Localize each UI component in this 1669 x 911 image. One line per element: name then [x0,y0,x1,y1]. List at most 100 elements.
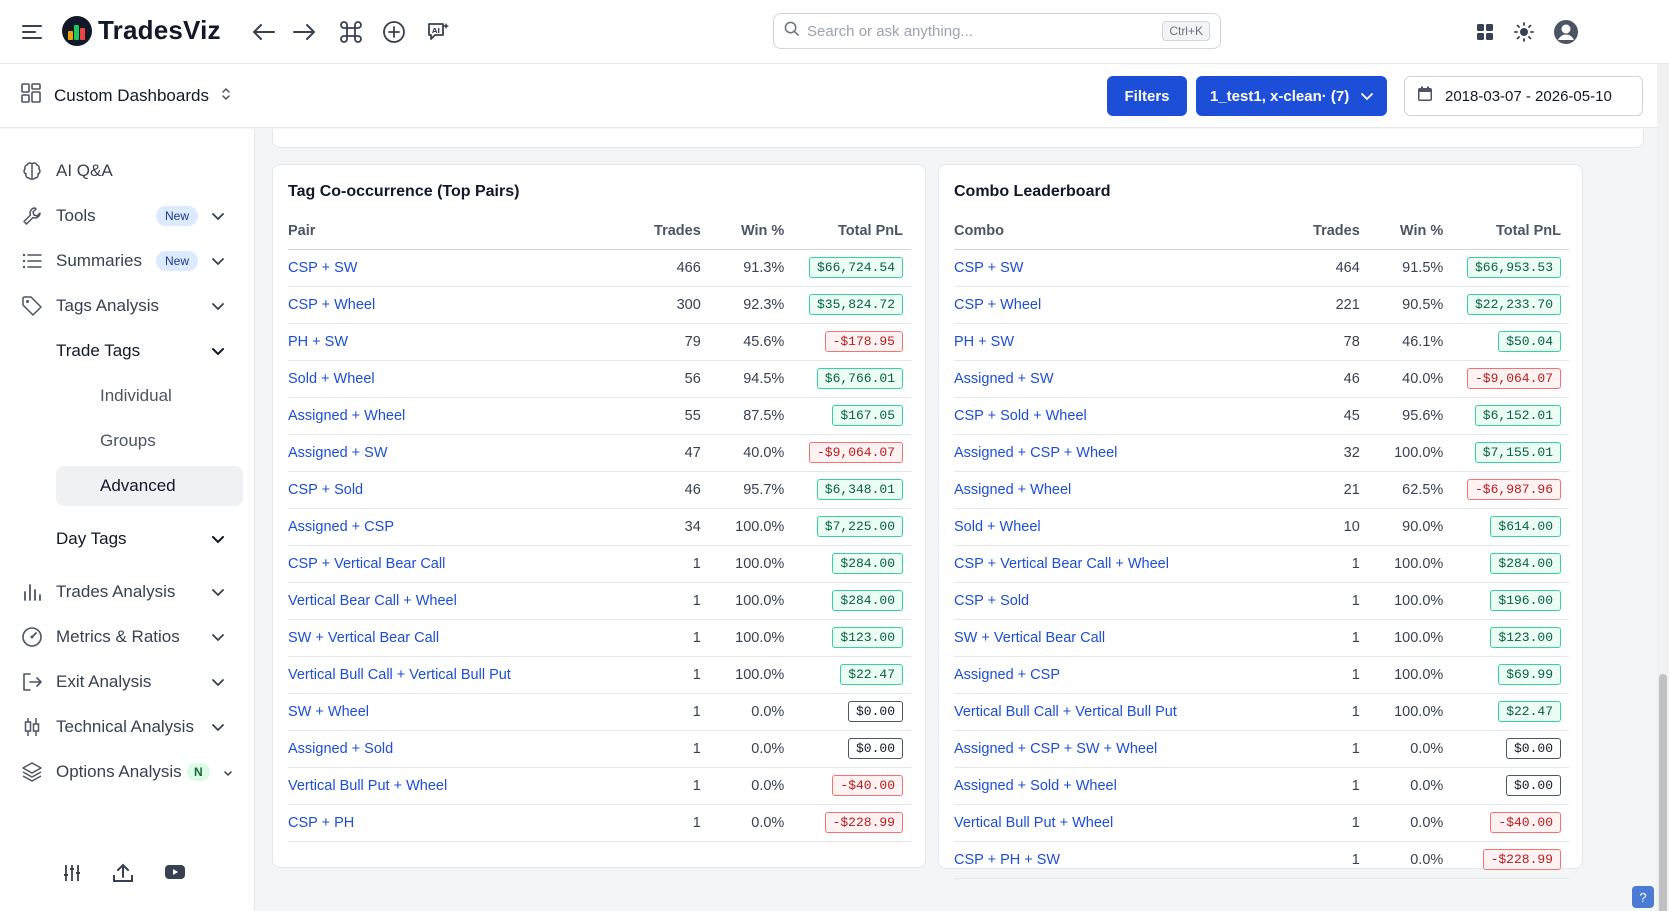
sidebar-item-day-tags[interactable]: Day Tags [56,519,243,559]
row-name-link[interactable]: Sold + Wheel [288,360,655,398]
sidebar-item-tools[interactable]: Tools New [0,196,255,236]
row-name-link[interactable]: SW + Vertical Bear Call [288,619,655,657]
sidebar-item-exit-analysis[interactable]: Exit Analysis [0,662,255,702]
sidebar-item-options-analysis[interactable]: Options Analysis N [0,752,255,792]
row-name-link[interactable]: Assigned + SW [954,360,1314,398]
row-pnl-cell: $6,152.01 [1443,397,1569,435]
row-win-pct: 91.5% [1359,249,1444,287]
row-win-pct: 94.5% [700,360,785,398]
row-win-pct: 100.0% [1359,656,1444,694]
filters-button[interactable]: Filters [1107,76,1187,116]
row-name-link[interactable]: Sold + Wheel [954,508,1314,546]
row-name-link[interactable]: CSP + Vertical Bear Call + Wheel [954,545,1314,583]
command-icon[interactable] [337,18,365,46]
row-name-link[interactable]: Assigned + Sold + Wheel [954,767,1314,805]
menu-icon[interactable] [18,18,46,46]
row-name-link[interactable]: Vertical Bull Put + Wheel [954,804,1314,842]
account-filter-dropdown[interactable]: 1_test1, x-clean· (7) [1196,76,1387,116]
row-name-link[interactable]: Assigned + CSP + SW + Wheel [954,730,1314,768]
row-win-pct: 100.0% [700,545,785,583]
row-name-link[interactable]: CSP + PH [288,804,655,842]
forward-arrow-icon[interactable] [290,18,318,46]
col-header-trades[interactable]: Trades [654,213,701,250]
sliders-icon[interactable] [62,863,82,888]
row-name-link[interactable]: Assigned + Wheel [954,471,1314,509]
row-name-link[interactable]: CSP + Sold [954,582,1314,620]
row-name-link[interactable]: CSP + SW [288,249,655,287]
col-header-win[interactable]: Win % [1359,213,1444,250]
row-name-link[interactable]: PH + SW [954,323,1314,361]
sidebar-item-tags-analysis[interactable]: Tags Analysis [0,286,255,326]
apps-grid-icon[interactable] [1471,18,1499,46]
help-icon[interactable]: ? [1632,886,1654,908]
sidebar-item-individual[interactable]: Individual [100,386,172,405]
row-name-link[interactable]: CSP + Wheel [954,286,1314,324]
sidebar-item-advanced[interactable]: Advanced [56,466,243,506]
row-name-link[interactable]: CSP + Vertical Bear Call [288,545,655,583]
pnl-badge: $6,766.01 [816,368,903,389]
row-name-link[interactable]: CSP + Wheel [288,286,655,324]
col-header-combo[interactable]: Combo [954,213,1314,250]
pnl-badge: $66,953.53 [1466,257,1561,278]
back-arrow-icon[interactable] [250,18,278,46]
logo[interactable]: TradesViz [62,15,221,46]
dashboard-switcher[interactable]: Custom Dashboards [20,82,231,109]
pnl-badge: -$178.95 [824,331,903,352]
upload-icon[interactable] [112,863,134,888]
dashboard-label: Custom Dashboards [54,85,209,105]
row-name-link[interactable]: Vertical Bull Call + Vertical Bull Put [954,693,1314,731]
theme-sun-icon[interactable] [1510,18,1538,46]
table-row: SW + Wheel 1 0.0% $0.00 [288,693,911,731]
dashboard-grid-icon [20,82,42,109]
row-trades: 464 [1313,249,1360,287]
row-name-link[interactable]: Assigned + SW [288,434,655,472]
col-header-pnl[interactable]: Total PnL [1443,213,1569,250]
row-name-link[interactable]: CSP + PH + SW [954,841,1314,879]
row-name-link[interactable]: CSP + SW [954,249,1314,287]
col-header-pnl[interactable]: Total PnL [784,213,911,250]
sidebar-item-ai-qa[interactable]: AI Q&A [0,151,255,191]
table-row: Assigned + Wheel 55 87.5% $167.05 [288,397,911,435]
col-header-win[interactable]: Win % [700,213,785,250]
pnl-badge: $22,233.70 [1466,294,1561,315]
row-name-link[interactable]: SW + Vertical Bear Call [954,619,1314,657]
ai-chat-icon[interactable]: AI [424,18,452,46]
row-pnl-cell: $22,233.70 [1443,286,1569,324]
row-win-pct: 62.5% [1359,471,1444,509]
youtube-icon[interactable] [164,863,186,888]
page-scrollbar[interactable] [1657,64,1669,911]
search-input[interactable] [807,22,1163,40]
row-trades: 1 [1313,767,1360,805]
col-header-trades[interactable]: Trades [1313,213,1360,250]
row-name-link[interactable]: SW + Wheel [288,693,655,731]
pnl-badge: $0.00 [847,738,903,759]
row-name-link[interactable]: CSP + Sold + Wheel [954,397,1314,435]
row-name-link[interactable]: Assigned + Sold [288,730,655,768]
col-header-pair[interactable]: Pair [288,213,655,250]
row-name-link[interactable]: Assigned + CSP [288,508,655,546]
sidebar-item-technical-analysis[interactable]: Technical Analysis [0,707,255,747]
row-name-link[interactable]: Vertical Bull Call + Vertical Bull Put [288,656,655,694]
row-pnl-cell: $22.47 [1443,693,1569,731]
row-name-link[interactable]: Assigned + CSP [954,656,1314,694]
user-avatar-icon[interactable] [1552,18,1580,46]
row-name-link[interactable]: PH + SW [288,323,655,361]
row-name-link[interactable]: CSP + Sold [288,471,655,509]
sidebar-item-trade-tags[interactable]: Trade Tags [56,331,243,371]
sidebar-item-metrics[interactable]: Metrics & Ratios [0,617,255,657]
date-range-picker[interactable]: 2018-03-07 - 2026-05-10 [1404,76,1643,116]
row-name-link[interactable]: Vertical Bull Put + Wheel [288,767,655,805]
table-row: Assigned + Sold + Wheel 1 0.0% $0.00 [954,767,1569,805]
sidebar-item-summaries[interactable]: Summaries New [0,241,255,281]
add-circle-icon[interactable] [380,18,408,46]
row-name-link[interactable]: Assigned + Wheel [288,397,655,435]
search-bar[interactable]: Ctrl+K [773,13,1221,49]
row-win-pct: 0.0% [700,767,785,805]
sidebar-item-trades-analysis[interactable]: Trades Analysis [0,572,255,612]
scrollbar-thumb[interactable] [1659,674,1667,911]
leaderboard-table: Combo Trades Win % Total PnL CSP + SW 464… [954,213,1569,879]
sidebar-item-groups[interactable]: Groups [100,431,156,450]
row-trades: 1 [1313,841,1360,879]
row-name-link[interactable]: Vertical Bear Call + Wheel [288,582,655,620]
row-name-link[interactable]: Assigned + CSP + Wheel [954,434,1314,472]
